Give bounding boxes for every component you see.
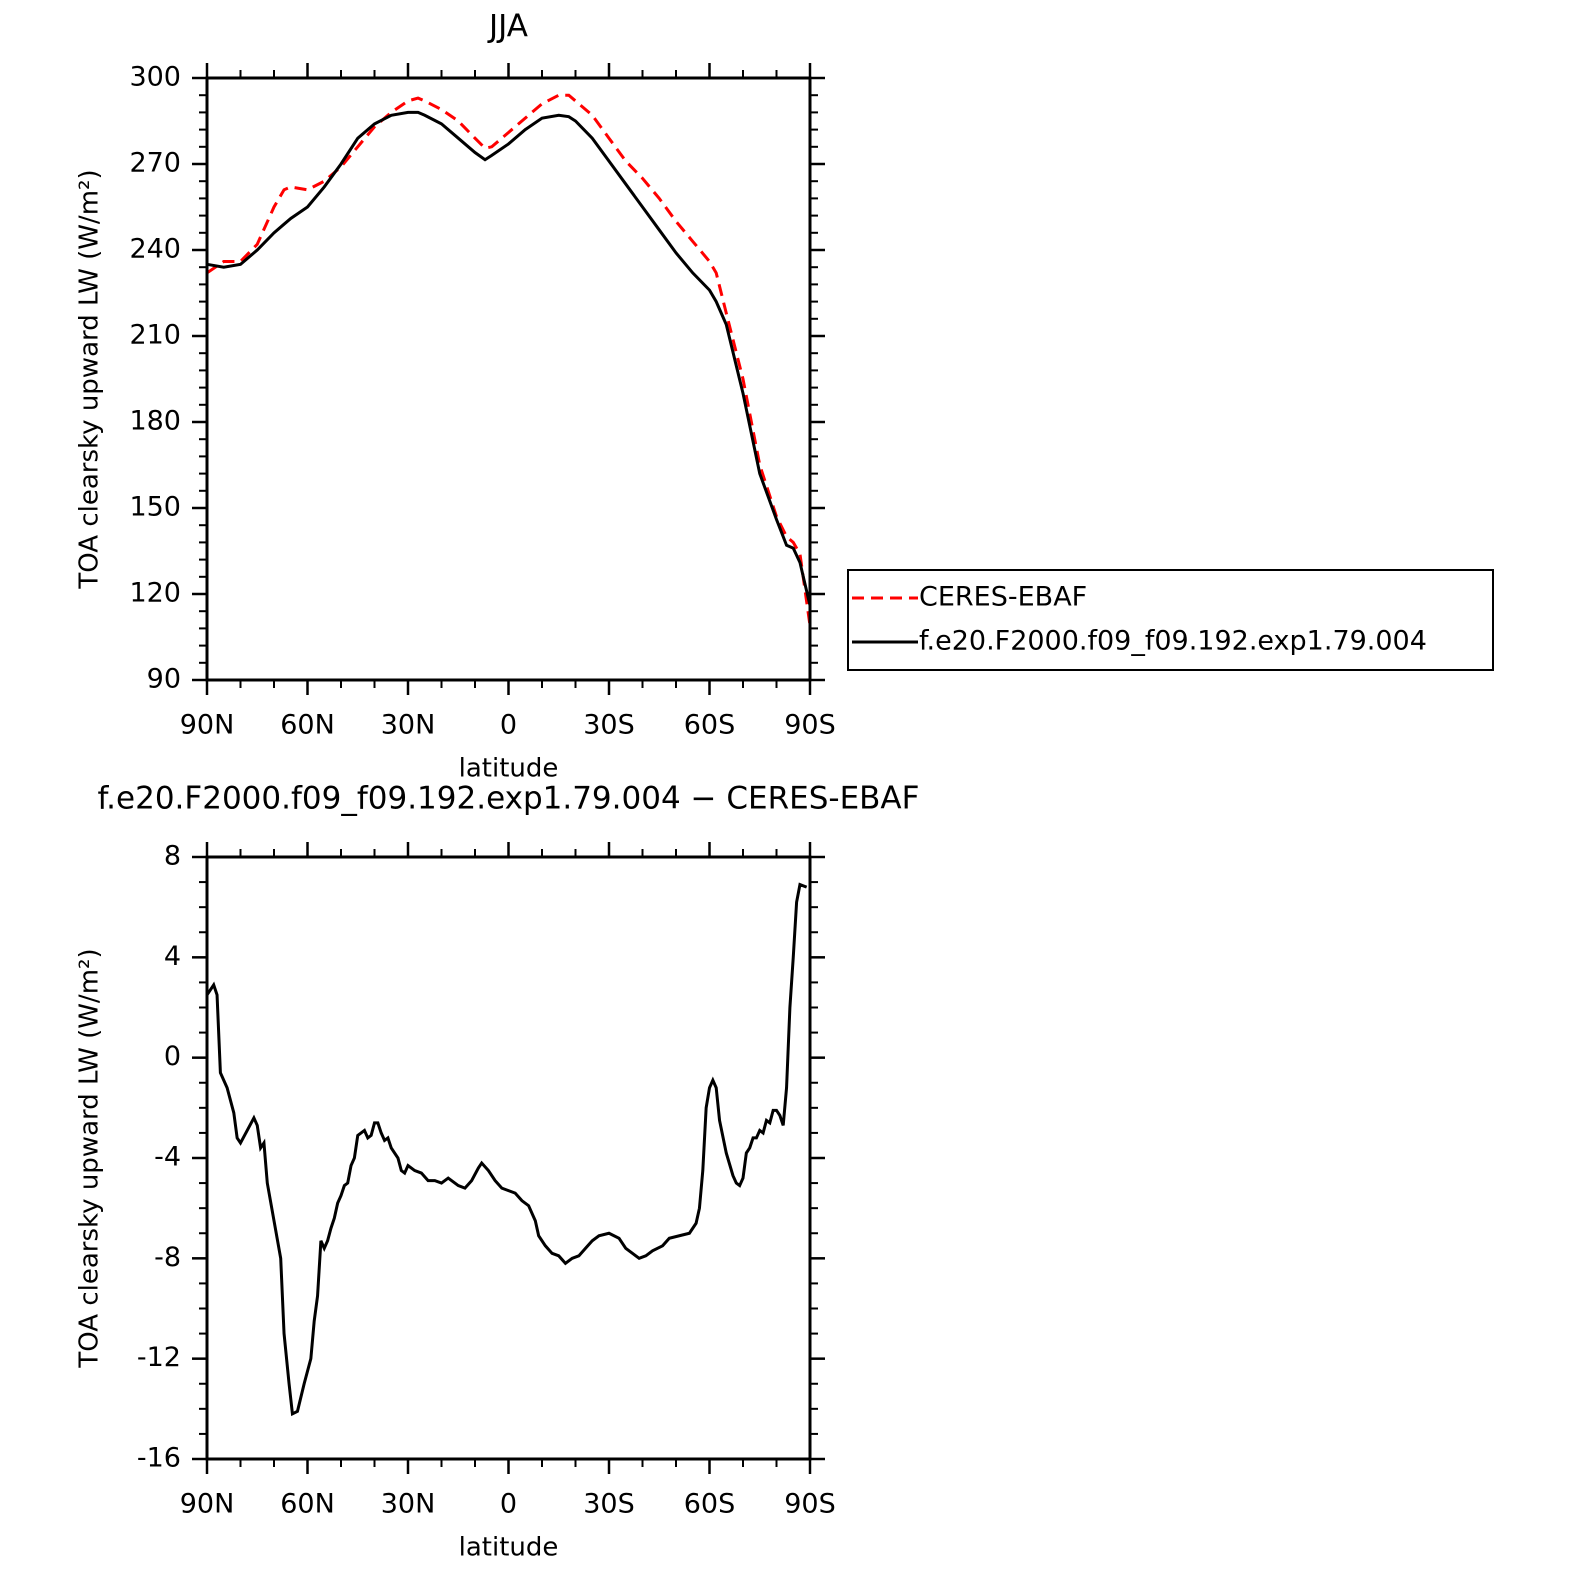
x-tick-label: 60N (280, 1489, 335, 1520)
x-tick-label: 60S (684, 1489, 736, 1520)
chart-title: f.e20.F2000.f09_f09.192.exp1.79.004 − CE… (98, 781, 920, 817)
x-tick-label: 60N (280, 710, 335, 741)
plot-frame (205, 76, 812, 682)
x-axis-label: latitude (459, 1533, 559, 1563)
y-tick-label: 180 (129, 406, 181, 437)
y-tick-label: 210 (129, 320, 181, 351)
y-tick-label: 150 (129, 492, 181, 523)
y-tick-label: 4 (164, 941, 181, 972)
x-tick-label: 60S (684, 710, 736, 741)
x-axis-label: latitude (459, 754, 559, 784)
y-tick-label: 270 (129, 148, 181, 179)
x-tick-label: 30N (381, 1489, 436, 1520)
x-tick-label: 90N (180, 1489, 235, 1520)
x-tick-label: 0 (500, 1489, 517, 1520)
x-tick-label: 0 (500, 710, 517, 741)
x-tick-label: 90S (784, 710, 836, 741)
plot-frame (205, 855, 812, 1461)
x-tick-label: 30S (583, 710, 635, 741)
y-tick-label: -12 (137, 1342, 181, 1373)
legend-label: f.e20.F2000.f09_f09.192.exp1.79.004 (919, 626, 1427, 657)
y-tick-label: 0 (164, 1041, 181, 1072)
legend-box (847, 569, 1494, 671)
y-tick-label: -4 (154, 1142, 181, 1173)
panel: JJA latitude TOA clearsky upward LW (W/m²)… (75, 9, 1494, 784)
x-tick-label: 30S (583, 1489, 635, 1520)
legend-label: CERES-EBAF (919, 582, 1087, 613)
y-axis-label: TOA clearsky upward LW (W/m²) (75, 948, 105, 1368)
y-tick-label: 300 (129, 62, 181, 93)
y-tick-label: 240 (129, 234, 181, 265)
panel: f.e20.F2000.f09_f09.192.exp1.79.004 − CE… (75, 781, 920, 1563)
x-tick-label: 90N (180, 710, 235, 741)
y-tick-label: 120 (129, 578, 181, 609)
y-tick-label: -8 (154, 1242, 181, 1273)
y-axis-label: TOA clearsky upward LW (W/m²) (75, 169, 105, 589)
series-line (206, 93, 812, 626)
chart-title: JJA (487, 9, 528, 45)
y-tick-label: -16 (137, 1443, 181, 1474)
y-tick-label: 8 (164, 841, 181, 872)
series-line (205, 882, 808, 1417)
x-tick-label: 30N (381, 710, 436, 741)
series-line (206, 110, 812, 606)
y-tick-label: 90 (147, 664, 181, 695)
x-tick-label: 90S (784, 1489, 836, 1520)
